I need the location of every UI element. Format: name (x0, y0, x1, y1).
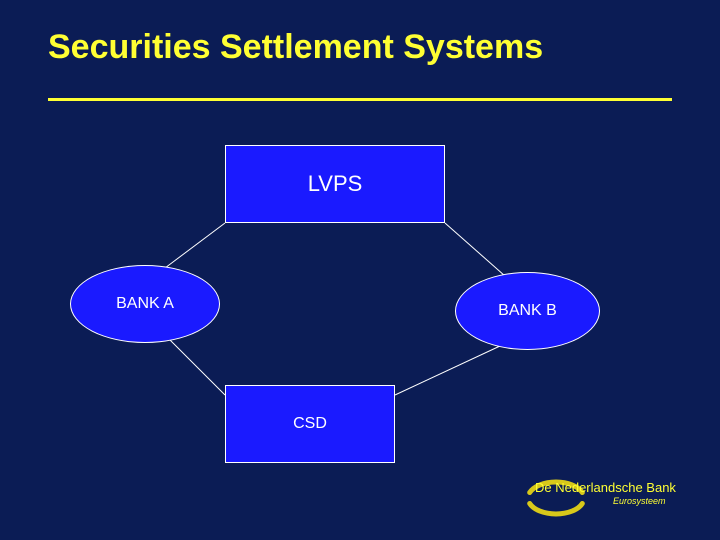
logo-sub-text: Eurosysteem (613, 496, 666, 506)
node-bank-b-label: BANK B (498, 302, 557, 320)
node-csd-label: CSD (293, 415, 327, 433)
logo-main-text: De Nederlandsche Bank (535, 480, 676, 495)
node-bank-b: BANK B (455, 272, 600, 350)
node-csd: CSD (225, 385, 395, 463)
edge-csd-bank_a (170, 340, 225, 395)
edge-lvps-bank_a (165, 223, 225, 268)
node-lvps-label: LVPS (308, 171, 363, 197)
title-divider (48, 98, 672, 101)
slide-canvas: Securities Settlement Systems LVPS BANK … (0, 0, 720, 540)
node-lvps: LVPS (225, 145, 445, 223)
slide-title: Securities Settlement Systems (48, 28, 543, 67)
node-bank-a-label: BANK A (116, 295, 174, 313)
edge-lvps-bank_b (445, 223, 505, 276)
edge-csd-bank_b (395, 346, 500, 395)
node-bank-a: BANK A (70, 265, 220, 343)
